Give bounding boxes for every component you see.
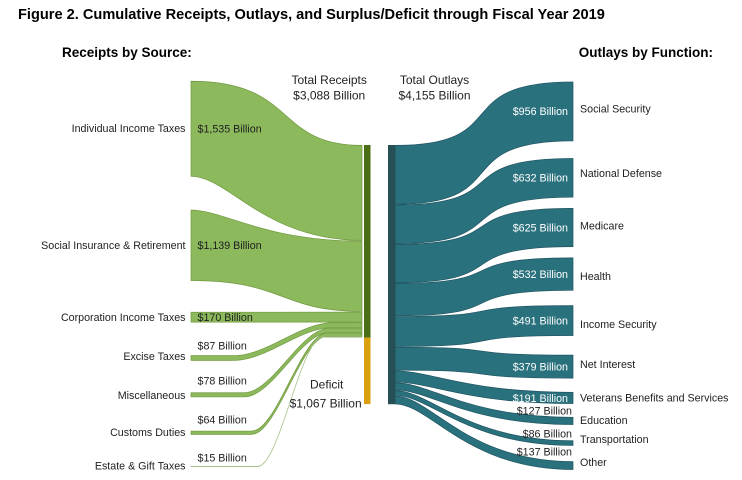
svg-text:$1,535 Billion: $1,535 Billion — [198, 123, 262, 135]
svg-text:$64 Billion: $64 Billion — [198, 414, 247, 426]
svg-text:Transportation: Transportation — [580, 434, 649, 446]
svg-text:Net Interest: Net Interest — [580, 359, 635, 371]
svg-text:Veterans Benefits and Services: Veterans Benefits and Services — [580, 392, 729, 404]
svg-text:Excise Taxes: Excise Taxes — [123, 351, 185, 363]
svg-text:Income Security: Income Security — [580, 319, 657, 331]
svg-text:$1,067 Billion: $1,067 Billion — [290, 397, 362, 411]
svg-text:$1,139 Billion: $1,139 Billion — [198, 240, 262, 252]
svg-text:Deficit: Deficit — [310, 378, 344, 392]
svg-text:Individual Income Taxes: Individual Income Taxes — [72, 123, 186, 135]
svg-text:$532 Billion: $532 Billion — [513, 269, 568, 281]
svg-text:Other: Other — [580, 457, 607, 469]
svg-text:Outlays by Function:: Outlays by Function: — [579, 45, 713, 60]
svg-text:$137 Billion: $137 Billion — [517, 447, 572, 459]
svg-text:$78 Billion: $78 Billion — [198, 376, 247, 388]
svg-text:Total Receipts: Total Receipts — [292, 73, 367, 87]
svg-text:Social Insurance & Retirement: Social Insurance & Retirement — [41, 240, 185, 252]
svg-text:Receipts by Source:: Receipts by Source: — [62, 45, 192, 60]
svg-text:Customs Duties: Customs Duties — [110, 427, 185, 439]
svg-text:$4,155 Billion: $4,155 Billion — [398, 89, 470, 103]
svg-text:$632 Billion: $632 Billion — [513, 173, 568, 185]
svg-text:Medicare: Medicare — [580, 220, 624, 232]
svg-text:$86 Billion: $86 Billion — [523, 428, 572, 440]
svg-text:National Defense: National Defense — [580, 168, 662, 180]
svg-text:Education: Education — [580, 415, 628, 427]
svg-text:Corporation Income Taxes: Corporation Income Taxes — [61, 312, 186, 324]
svg-text:$491 Billion: $491 Billion — [513, 315, 568, 327]
svg-text:$127 Billion: $127 Billion — [517, 405, 572, 417]
svg-text:Miscellaneous: Miscellaneous — [118, 390, 186, 402]
svg-text:$170 Billion: $170 Billion — [198, 312, 253, 324]
svg-text:Total Outlays: Total Outlays — [400, 73, 469, 87]
svg-text:Estate & Gift Taxes: Estate & Gift Taxes — [95, 461, 186, 473]
svg-text:Figure 2. Cumulative Receipts,: Figure 2. Cumulative Receipts, Outlays, … — [18, 7, 605, 23]
svg-text:$379 Billion: $379 Billion — [513, 361, 568, 373]
svg-text:$956 Billion: $956 Billion — [513, 106, 568, 118]
svg-text:$625 Billion: $625 Billion — [513, 222, 568, 234]
svg-text:Health: Health — [580, 271, 611, 283]
svg-text:$191 Billion: $191 Billion — [513, 393, 568, 405]
svg-text:$15 Billion: $15 Billion — [198, 452, 247, 464]
svg-text:Social Security: Social Security — [580, 103, 651, 115]
svg-text:$87 Billion: $87 Billion — [198, 340, 247, 352]
svg-text:$3,088 Billion: $3,088 Billion — [293, 89, 365, 103]
